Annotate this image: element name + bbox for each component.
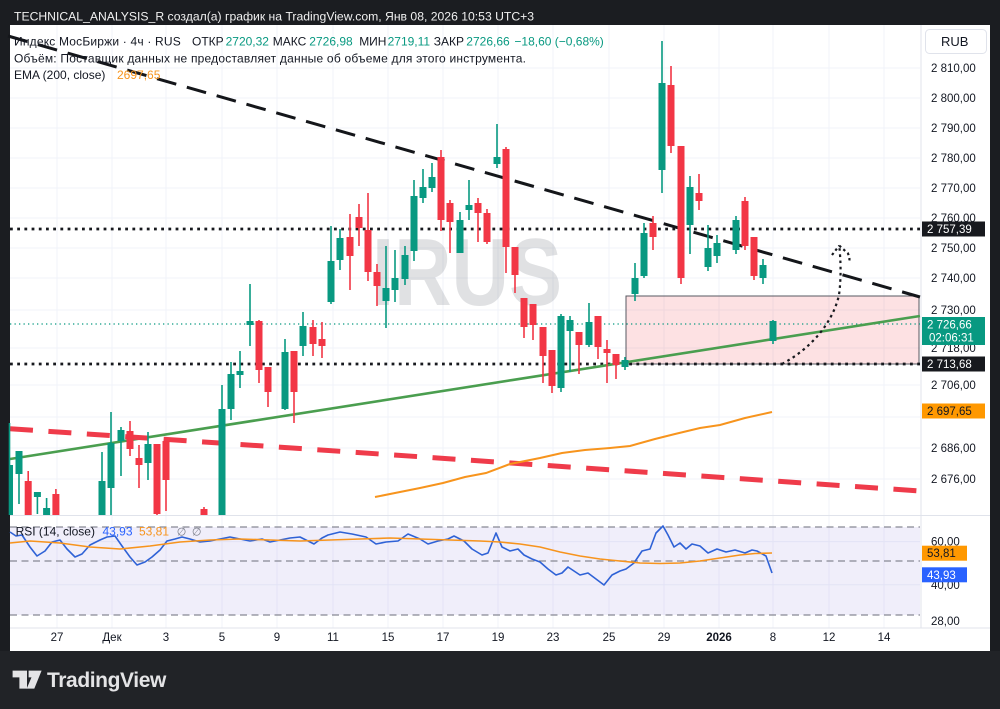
svg-text:43,93: 43,93 <box>103 525 133 539</box>
svg-text:МАКС: МАКС <box>273 35 307 49</box>
svg-text:8: 8 <box>770 632 776 644</box>
svg-text:2 750,00: 2 750,00 <box>931 243 976 255</box>
svg-text:2 740,00: 2 740,00 <box>931 273 976 285</box>
svg-text:27: 27 <box>51 632 64 644</box>
svg-text:RUB: RUB <box>941 34 968 49</box>
svg-text:25: 25 <box>603 632 616 644</box>
svg-text:53,81: 53,81 <box>139 525 169 539</box>
svg-text:17: 17 <box>437 632 450 644</box>
svg-text:2726,98: 2726,98 <box>309 35 353 49</box>
svg-text:29: 29 <box>658 632 671 644</box>
svg-text:5: 5 <box>219 632 225 644</box>
svg-text:Индекс МосБиржи · 4ч · RUS: Индекс МосБиржи · 4ч · RUS <box>14 35 181 49</box>
svg-text:12: 12 <box>823 632 836 644</box>
svg-text:40,00: 40,00 <box>931 580 960 592</box>
svg-text:9: 9 <box>274 632 280 644</box>
svg-text:2 697,65: 2 697,65 <box>927 406 972 418</box>
svg-text:2 713,68: 2 713,68 <box>927 359 972 371</box>
svg-text:2 800,00: 2 800,00 <box>931 93 976 105</box>
svg-text:11: 11 <box>327 632 339 644</box>
svg-text:28,00: 28,00 <box>931 616 960 628</box>
svg-text:53,81: 53,81 <box>927 548 956 560</box>
svg-text:14: 14 <box>878 632 891 644</box>
svg-text:2 706,00: 2 706,00 <box>931 380 976 392</box>
svg-text:2720,32: 2720,32 <box>226 35 270 49</box>
svg-text:2726,66: 2726,66 <box>466 35 510 49</box>
svg-text:∅: ∅ <box>192 527 202 539</box>
svg-text:43,93: 43,93 <box>927 570 956 582</box>
svg-text:2 770,00: 2 770,00 <box>931 183 976 195</box>
svg-text:3: 3 <box>163 632 169 644</box>
svg-text:2 780,00: 2 780,00 <box>931 153 976 165</box>
svg-text:2 718,00: 2 718,00 <box>931 343 976 355</box>
svg-text:02:06:31: 02:06:31 <box>929 333 974 345</box>
svg-text:19: 19 <box>492 632 505 644</box>
svg-text:2697,65: 2697,65 <box>117 68 161 82</box>
svg-text:15: 15 <box>382 632 395 644</box>
svg-text:RSI (14, close): RSI (14, close) <box>16 525 95 539</box>
svg-text:2 790,00: 2 790,00 <box>931 123 976 135</box>
svg-text:2 757,39: 2 757,39 <box>927 224 972 236</box>
svg-text:2 810,00: 2 810,00 <box>931 63 976 75</box>
svg-text:EMA (200, close): EMA (200, close) <box>14 68 105 82</box>
svg-text:2 676,00: 2 676,00 <box>931 474 976 486</box>
svg-text:2 730,00: 2 730,00 <box>931 305 976 317</box>
svg-text:2719,11: 2719,11 <box>388 35 431 49</box>
svg-text:23: 23 <box>547 632 560 644</box>
svg-text:−18,60 (−0,68%): −18,60 (−0,68%) <box>514 35 603 49</box>
svg-text:2 686,00: 2 686,00 <box>931 443 976 455</box>
svg-text:2026: 2026 <box>706 632 732 644</box>
svg-text:Объём: Поставщик данных не пре: Объём: Поставщик данных не предоставляет… <box>14 52 526 66</box>
svg-text:МИН: МИН <box>359 35 386 49</box>
svg-text:∅: ∅ <box>177 527 187 539</box>
svg-text:TECHNICAL_ANALYSIS_R создал(а): TECHNICAL_ANALYSIS_R создал(а) график на… <box>14 10 534 24</box>
svg-text:ЗАКР: ЗАКР <box>434 35 464 49</box>
svg-text:2 726,66: 2 726,66 <box>927 320 972 332</box>
svg-text:ОТКР: ОТКР <box>192 35 224 49</box>
svg-text:60,00: 60,00 <box>931 537 960 549</box>
svg-text:TradingView: TradingView <box>47 669 167 692</box>
svg-text:Дек: Дек <box>102 632 122 644</box>
